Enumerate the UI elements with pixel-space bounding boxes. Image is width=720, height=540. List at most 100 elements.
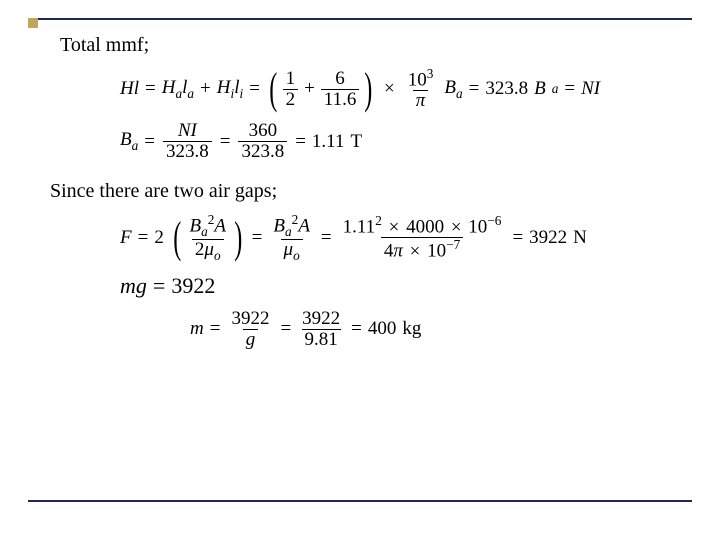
- two: 2: [195, 239, 205, 260]
- equation-ba: Ba = NI 323.8 = 360 323.8 = 1.11 T: [120, 121, 680, 162]
- eq-sign: =: [280, 318, 291, 340]
- paren-group: ( Ba2A 2μo ): [170, 213, 246, 263]
- num-360: 360: [246, 121, 281, 141]
- eq-sign: =: [564, 78, 575, 100]
- sub-a: a: [285, 224, 292, 239]
- sym-m: m: [190, 318, 204, 340]
- sym-NI: NI: [581, 78, 600, 100]
- eq-sign: =: [252, 227, 263, 249]
- sym-mu: μ: [204, 239, 214, 260]
- sym-A: A: [214, 215, 226, 236]
- frac-10e3-pi: 103 π: [405, 67, 437, 111]
- sym-Ba: B: [120, 129, 132, 150]
- num: 1: [283, 69, 299, 89]
- frac-Ba2A-mu: Ba2A μo: [270, 213, 313, 263]
- equation-mg: mg = 3922: [120, 273, 680, 299]
- heading-two-gaps: Since there are two air gaps;: [50, 180, 680, 203]
- sym-Hi: H: [217, 77, 231, 98]
- frac-NI-3238: NI 323.8: [163, 121, 212, 162]
- den-3238: 323.8: [163, 141, 212, 162]
- sub-a: a: [456, 86, 463, 101]
- plus: +: [304, 78, 315, 100]
- val-111: 1.11: [312, 131, 345, 153]
- d-pi: π: [393, 241, 403, 262]
- exp-n7: −7: [446, 237, 460, 252]
- times-sign: ×: [382, 78, 397, 100]
- frac-3922-g: 3922 g: [228, 309, 272, 350]
- val-3922: 3922: [529, 227, 567, 249]
- den-g: g: [243, 329, 259, 350]
- exp-n6: −6: [487, 213, 501, 228]
- exp: 3: [427, 66, 434, 81]
- eq-sign: =: [249, 78, 260, 100]
- frac-Ba2A-2mu: Ba2A 2μo: [186, 213, 229, 263]
- num-3922: 3922: [299, 309, 343, 329]
- sym-Hl: Hl: [120, 78, 139, 100]
- heading-total-mmf: Total mmf;: [60, 34, 680, 57]
- plus: +: [200, 78, 211, 100]
- sub-a: a: [552, 81, 559, 97]
- val-3238: 323.8: [485, 78, 528, 100]
- eq-sign: =: [512, 227, 523, 249]
- sym-A: A: [298, 215, 310, 236]
- eq-sign: =: [145, 78, 156, 100]
- val-3922: 3922: [171, 273, 215, 299]
- times-sign: ×: [387, 217, 402, 238]
- unit-T: T: [350, 131, 362, 153]
- sub-i2: i: [239, 86, 243, 101]
- eq-sign: =: [210, 318, 221, 340]
- sym-Ba: B: [534, 78, 546, 100]
- eq-sign: =: [220, 131, 231, 153]
- sub-a: a: [201, 224, 208, 239]
- times-sign: ×: [449, 217, 464, 238]
- frac-numeric: 1.112 × 4000 × 10−6 4π × 10−7: [340, 214, 505, 262]
- eq-sign: =: [153, 273, 165, 299]
- equation-hl: Hl = Hala + Hili = ( 1 2 + 6 11.6 ): [120, 67, 680, 111]
- eq-sign: =: [469, 78, 480, 100]
- slide-content: Total mmf; Hl = Hala + Hili = ( 1 2 + 6 …: [60, 34, 680, 360]
- eq-sign: =: [295, 131, 306, 153]
- sym-mu: μ: [284, 239, 294, 260]
- num: 10: [408, 69, 427, 90]
- sym-Ha: H: [162, 77, 176, 98]
- n-10: 10: [468, 217, 487, 238]
- eq-sign: =: [144, 131, 155, 153]
- corner-accent: [28, 18, 38, 28]
- sym-Ba: B: [273, 215, 285, 236]
- frac-360-3238: 360 323.8: [238, 121, 287, 162]
- n-4000: 4000: [406, 217, 444, 238]
- den-pi: π: [413, 90, 429, 111]
- num-NI: NI: [175, 121, 200, 141]
- two: 2: [154, 227, 164, 249]
- sym-F: F: [120, 227, 132, 249]
- n-111: 1.11: [343, 217, 376, 238]
- num: 6: [332, 69, 348, 89]
- den: 11.6: [321, 89, 360, 110]
- frac-6-116: 6 11.6: [321, 69, 360, 110]
- val-400: 400: [368, 318, 397, 340]
- frac-3922-981: 3922 9.81: [299, 309, 343, 350]
- times-sign: ×: [408, 241, 423, 262]
- sub-a: a: [132, 138, 139, 153]
- den-981: 9.81: [302, 329, 341, 350]
- unit-kg: kg: [402, 318, 421, 340]
- den: 2: [283, 89, 299, 110]
- unit-N: N: [573, 227, 587, 249]
- eq-sign: =: [351, 318, 362, 340]
- sym-Ba: B: [444, 77, 456, 98]
- equation-force: F = 2 ( Ba2A 2μo ) = Ba2A μo =: [120, 213, 680, 263]
- sub-a2: a: [187, 86, 194, 101]
- paren-group: ( 1 2 + 6 11.6 ): [266, 67, 376, 111]
- eq-sign: =: [138, 227, 149, 249]
- num-3922: 3922: [228, 309, 272, 329]
- sub-o: o: [293, 248, 300, 263]
- den-3238: 323.8: [238, 141, 287, 162]
- frac-1-2: 1 2: [283, 69, 299, 110]
- sym-Ba: B: [189, 215, 201, 236]
- equation-mass: m = 3922 g = 3922 9.81 = 400 kg: [190, 309, 680, 350]
- sq: 2: [375, 213, 382, 228]
- sub-o: o: [214, 248, 221, 263]
- sym-mg: mg: [120, 273, 147, 299]
- d-10: 10: [427, 241, 446, 262]
- d-4: 4: [384, 241, 394, 262]
